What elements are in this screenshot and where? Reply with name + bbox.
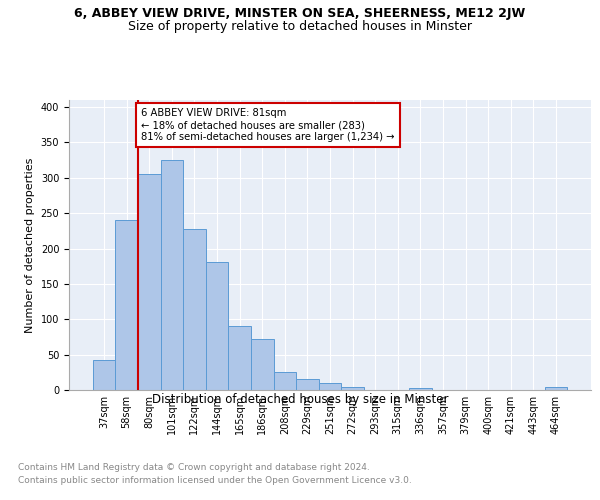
Bar	[251, 339, 274, 390]
Text: Contains public sector information licensed under the Open Government Licence v3: Contains public sector information licen…	[18, 476, 412, 485]
Text: 6 ABBEY VIEW DRIVE: 81sqm
← 18% of detached houses are smaller (283)
81% of semi: 6 ABBEY VIEW DRIVE: 81sqm ← 18% of detac…	[142, 108, 395, 142]
Bar	[93, 360, 115, 390]
Bar	[161, 160, 183, 390]
Bar	[296, 378, 319, 390]
Y-axis label: Number of detached properties: Number of detached properties	[25, 158, 35, 332]
Bar	[229, 326, 251, 390]
Bar	[206, 262, 229, 390]
Bar	[409, 388, 431, 390]
Bar	[274, 372, 296, 390]
Bar	[183, 230, 206, 390]
Bar	[138, 174, 161, 390]
Bar	[545, 387, 567, 390]
Text: Size of property relative to detached houses in Minster: Size of property relative to detached ho…	[128, 20, 472, 33]
Text: Contains HM Land Registry data © Crown copyright and database right 2024.: Contains HM Land Registry data © Crown c…	[18, 462, 370, 471]
Bar	[115, 220, 138, 390]
Bar	[319, 383, 341, 390]
Text: 6, ABBEY VIEW DRIVE, MINSTER ON SEA, SHEERNESS, ME12 2JW: 6, ABBEY VIEW DRIVE, MINSTER ON SEA, SHE…	[74, 8, 526, 20]
Text: Distribution of detached houses by size in Minster: Distribution of detached houses by size …	[152, 392, 448, 406]
Bar	[341, 387, 364, 390]
